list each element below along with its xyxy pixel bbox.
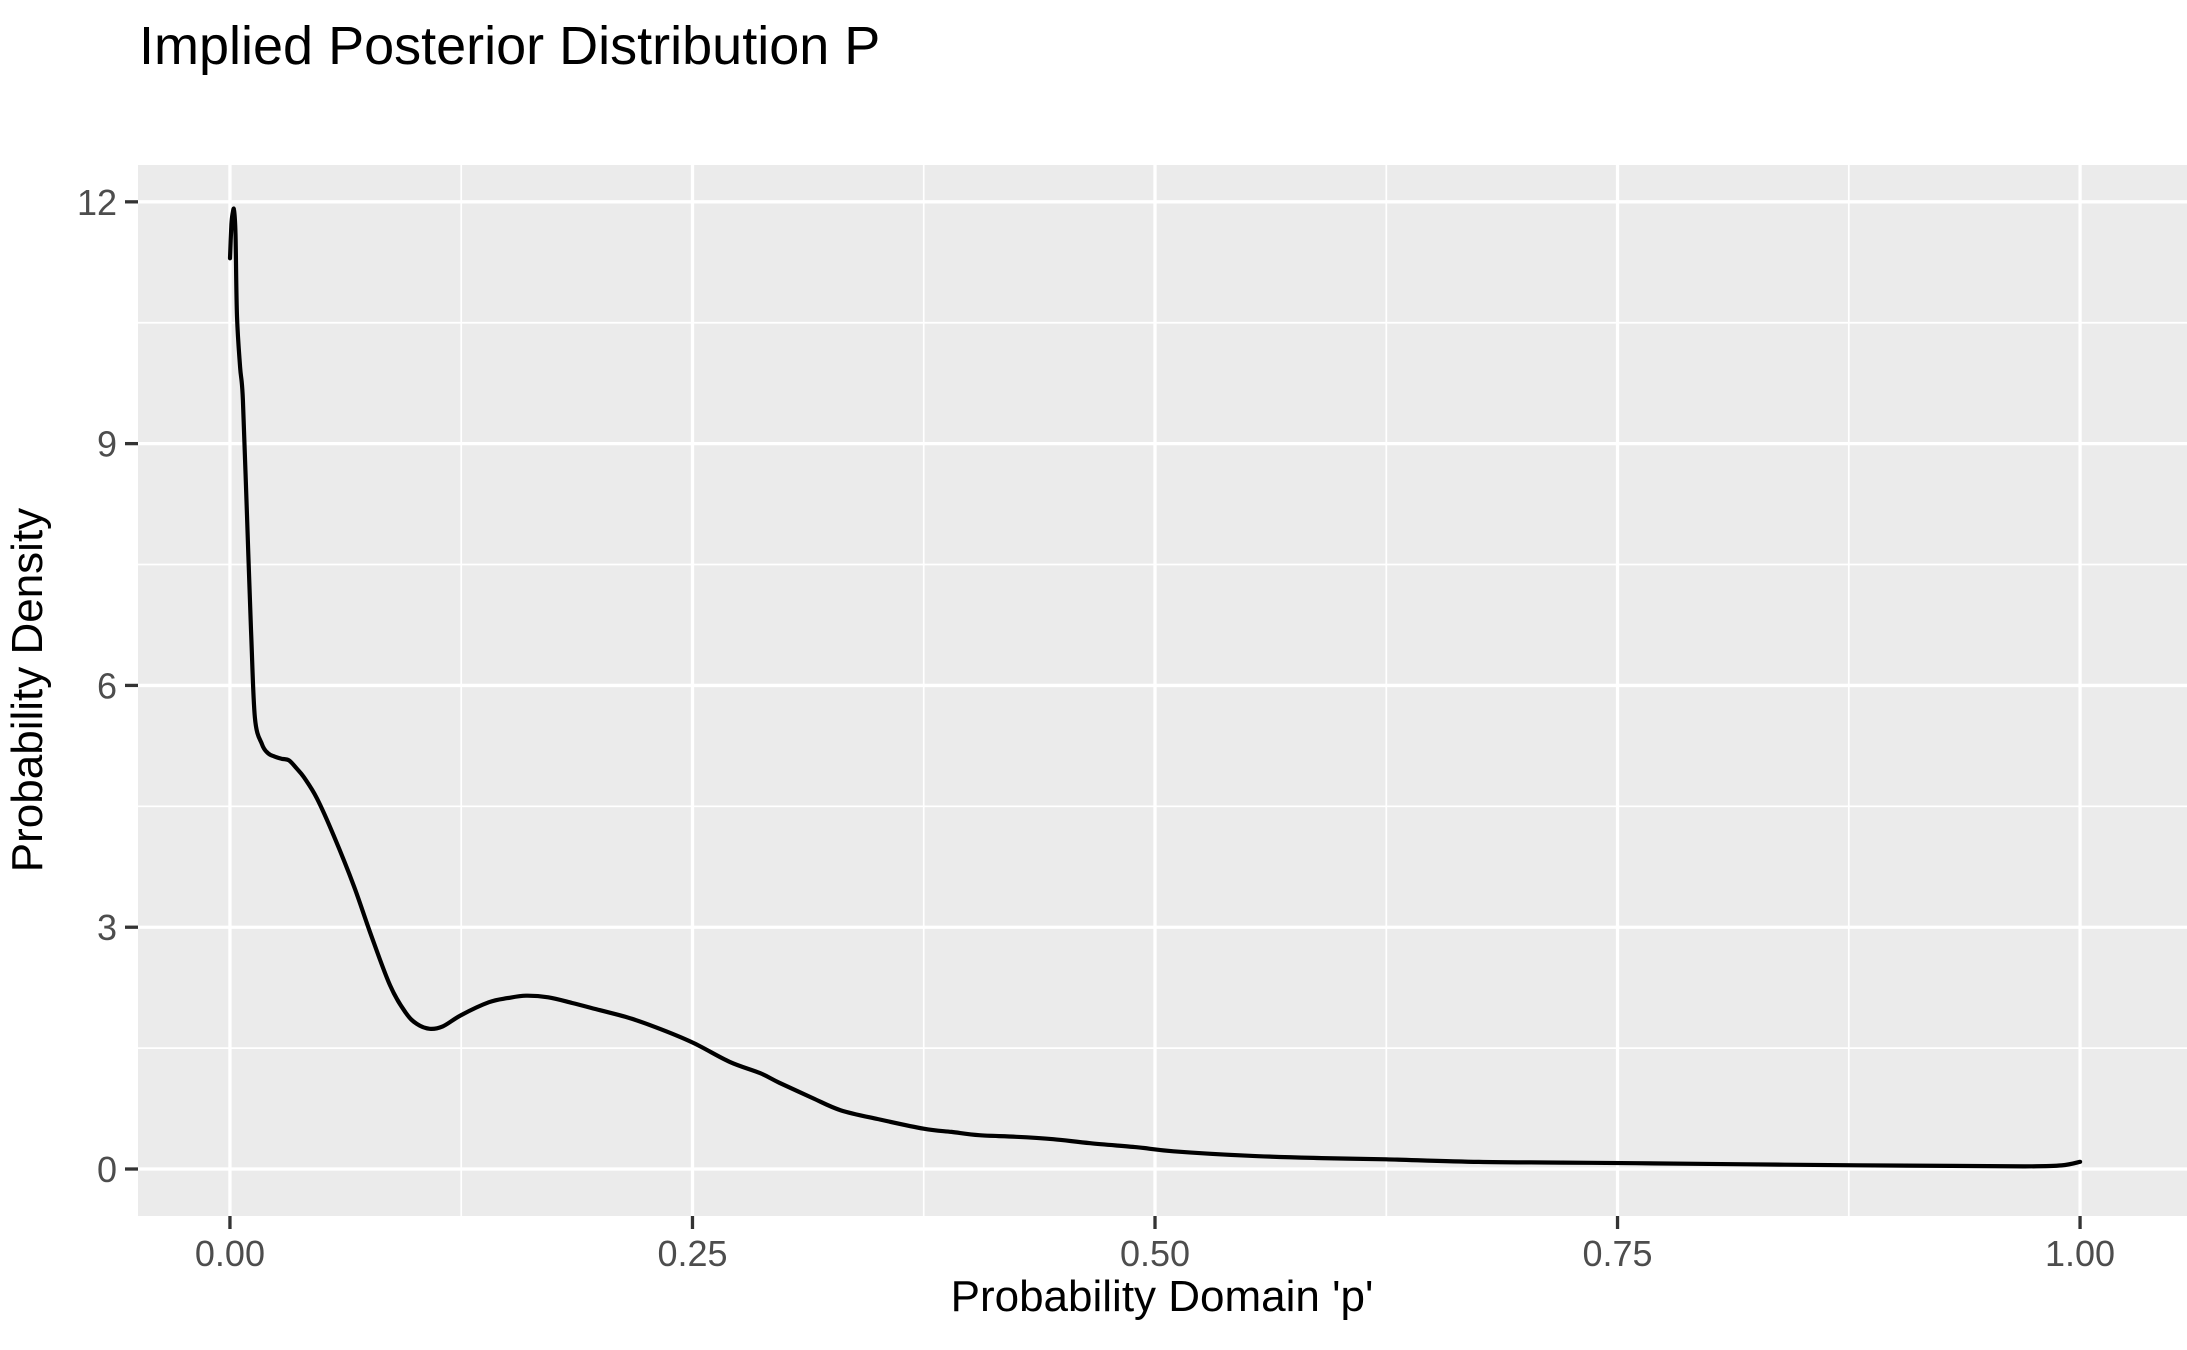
plot-panel [138,165,2187,1216]
x-tick-label: 0.00 [195,1233,265,1274]
major-gridlines [138,165,2187,1216]
density-curve [227,206,2083,1169]
x-tick-label: 0.75 [1582,1233,1652,1274]
x-tick-labels: 0.00 0.25 0.50 0.75 1.00 [195,1233,2115,1274]
y-axis-title: Probability Density [3,508,52,872]
minor-gridlines [138,165,2187,1216]
x-tick-label: 0.25 [657,1233,727,1274]
y-tick-label: 12 [77,182,117,223]
y-tick-label: 0 [97,1149,117,1190]
x-axis-title: Probability Domain 'p' [951,1272,1374,1321]
y-tick-label: 3 [97,907,117,948]
plot-title: Implied Posterior Distribution P [139,16,880,76]
x-tick-label: 1.00 [2045,1233,2115,1274]
y-tick-label: 9 [97,424,117,465]
y-tick-labels: 0 3 6 9 12 [77,182,117,1190]
axis-tick-marks [125,200,2082,1229]
x-tick-label: 0.50 [1120,1233,1190,1274]
y-tick-label: 6 [97,665,117,706]
